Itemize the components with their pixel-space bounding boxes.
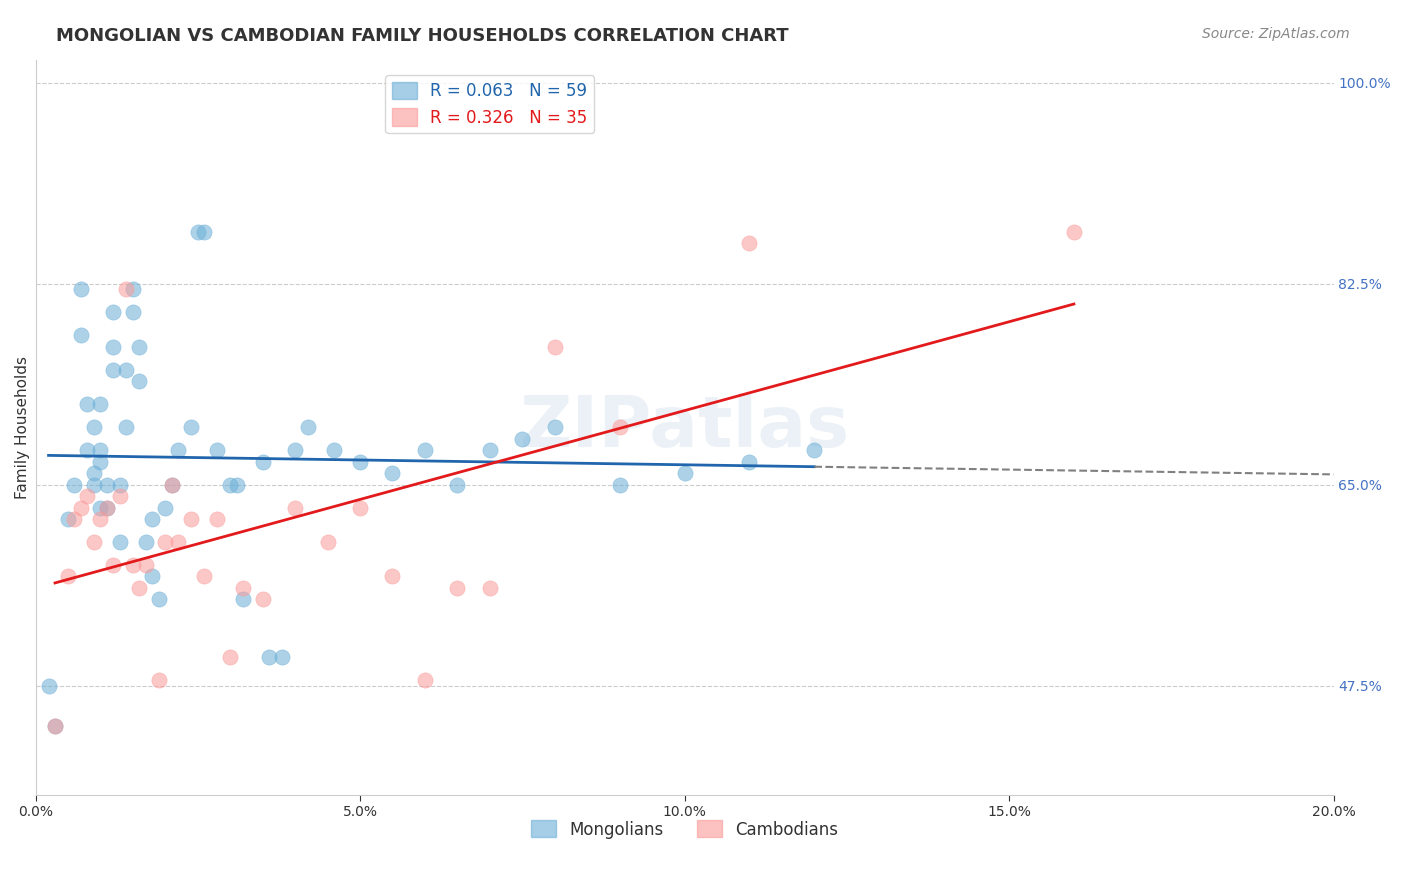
Point: [96, 477, 118, 491]
Point: [252, 592, 274, 607]
Point: [284, 500, 307, 515]
Point: [108, 535, 131, 549]
Point: [413, 443, 436, 458]
Point: [673, 466, 696, 480]
Point: [89, 443, 111, 458]
Text: MONGOLIAN VS CAMBODIAN FAMILY HOUSEHOLDS CORRELATION CHART: MONGOLIAN VS CAMBODIAN FAMILY HOUSEHOLDS…: [56, 27, 789, 45]
Point: [135, 558, 157, 572]
Point: [115, 282, 138, 296]
Point: [89, 512, 111, 526]
Point: [128, 581, 150, 595]
Point: [349, 455, 371, 469]
Point: [193, 225, 215, 239]
Point: [609, 477, 631, 491]
Point: [83, 420, 105, 434]
Point: [160, 477, 183, 491]
Point: [122, 305, 145, 319]
Point: [155, 500, 177, 515]
Point: [232, 581, 254, 595]
Point: [738, 455, 761, 469]
Point: [108, 477, 131, 491]
Point: [96, 500, 118, 515]
Point: [148, 673, 170, 687]
Point: [349, 500, 371, 515]
Point: [56, 569, 79, 583]
Legend: Mongolians, Cambodians: Mongolians, Cambodians: [524, 814, 845, 846]
Point: [193, 569, 215, 583]
Point: [413, 673, 436, 687]
Point: [63, 512, 86, 526]
Point: [135, 535, 157, 549]
Point: [232, 592, 254, 607]
Point: [257, 649, 280, 664]
Point: [141, 569, 163, 583]
Point: [115, 420, 138, 434]
Point: [96, 500, 118, 515]
Point: [83, 466, 105, 480]
Point: [180, 420, 202, 434]
Point: [56, 512, 79, 526]
Point: [103, 362, 125, 376]
Point: [83, 535, 105, 549]
Point: [316, 535, 339, 549]
Point: [155, 535, 177, 549]
Point: [297, 420, 319, 434]
Point: [148, 592, 170, 607]
Point: [141, 512, 163, 526]
Point: [44, 719, 66, 733]
Point: [271, 649, 294, 664]
Point: [103, 558, 125, 572]
Point: [89, 500, 111, 515]
Point: [122, 282, 145, 296]
Point: [167, 535, 190, 549]
Point: [738, 236, 761, 251]
Point: [108, 489, 131, 503]
Point: [544, 340, 567, 354]
Point: [381, 466, 404, 480]
Point: [252, 455, 274, 469]
Point: [128, 340, 150, 354]
Point: [180, 512, 202, 526]
Point: [115, 362, 138, 376]
Point: [1063, 225, 1085, 239]
Point: [207, 512, 229, 526]
Point: [122, 558, 145, 572]
Point: [510, 432, 533, 446]
Point: [63, 477, 86, 491]
Point: [323, 443, 346, 458]
Point: [446, 477, 468, 491]
Point: [76, 489, 98, 503]
Point: [160, 477, 183, 491]
Point: [70, 328, 93, 343]
Point: [446, 581, 468, 595]
Point: [544, 420, 567, 434]
Y-axis label: Family Households: Family Households: [15, 356, 30, 499]
Point: [609, 420, 631, 434]
Point: [70, 500, 93, 515]
Point: [478, 443, 501, 458]
Point: [76, 397, 98, 411]
Point: [478, 581, 501, 595]
Point: [76, 443, 98, 458]
Point: [284, 443, 307, 458]
Point: [89, 455, 111, 469]
Point: [381, 569, 404, 583]
Point: [219, 649, 242, 664]
Point: [83, 477, 105, 491]
Point: [128, 374, 150, 388]
Point: [167, 443, 190, 458]
Point: [803, 443, 825, 458]
Point: [219, 477, 242, 491]
Point: [103, 340, 125, 354]
Text: Source: ZipAtlas.com: Source: ZipAtlas.com: [1202, 27, 1350, 41]
Point: [187, 225, 209, 239]
Point: [225, 477, 247, 491]
Point: [44, 719, 66, 733]
Point: [103, 305, 125, 319]
Point: [38, 679, 60, 693]
Point: [207, 443, 229, 458]
Point: [89, 397, 111, 411]
Point: [70, 282, 93, 296]
Text: ZIPatlas: ZIPatlas: [519, 392, 849, 462]
